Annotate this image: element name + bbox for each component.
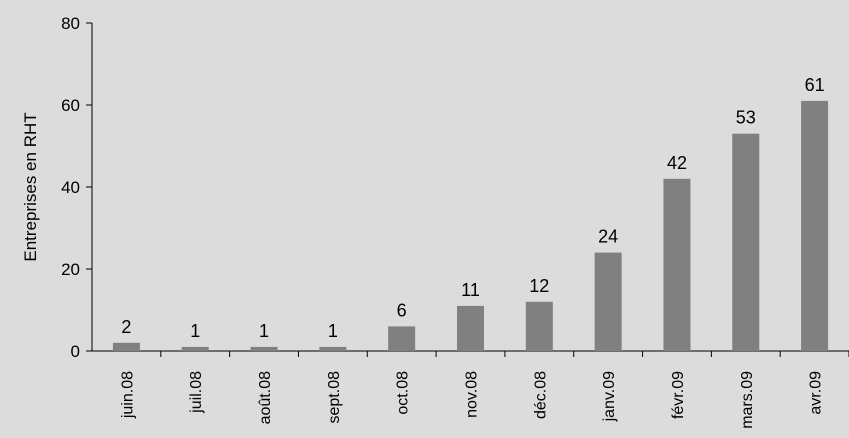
y-tick-label: 80 bbox=[61, 14, 80, 33]
x-tick-label: sept.08 bbox=[326, 371, 343, 424]
x-tick-label: août.08 bbox=[257, 371, 274, 424]
bar bbox=[663, 178, 691, 351]
x-tick-label: oct.08 bbox=[395, 371, 412, 415]
y-tick-label: 20 bbox=[61, 260, 80, 279]
data-label: 1 bbox=[259, 321, 269, 341]
x-tick-label: déc.08 bbox=[532, 371, 549, 419]
x-axis-labels: juin.08 juil.08 août.08 sept.08 oct.08 nov.08… bbox=[119, 371, 824, 429]
data-label: 61 bbox=[805, 75, 825, 95]
x-axis-ticks bbox=[160, 351, 849, 357]
data-label: 24 bbox=[598, 227, 618, 247]
bar bbox=[181, 346, 209, 351]
y-axis-ticks: 0 20 40 60 80 bbox=[61, 14, 92, 361]
y-tick-label: 60 bbox=[61, 96, 80, 115]
x-tick-label: févr.09 bbox=[670, 371, 687, 419]
bar bbox=[457, 305, 484, 351]
x-tick-label: janv.09 bbox=[601, 371, 618, 423]
x-tick-label: juin.08 bbox=[119, 371, 136, 419]
bar bbox=[594, 252, 622, 351]
data-label: 2 bbox=[121, 317, 131, 337]
y-axis: 0 20 40 60 80 Entreprises en RHT bbox=[21, 14, 93, 361]
data-label: 12 bbox=[529, 276, 549, 296]
data-label: 11 bbox=[461, 280, 480, 300]
bar bbox=[732, 133, 760, 351]
data-label: 1 bbox=[328, 321, 338, 341]
data-label: 1 bbox=[190, 321, 200, 341]
y-axis-title: Entreprises en RHT bbox=[21, 112, 40, 261]
bar bbox=[388, 326, 416, 351]
bar bbox=[801, 100, 829, 352]
x-tick-label: avr.09 bbox=[808, 371, 825, 415]
bar bbox=[250, 346, 278, 351]
bar bbox=[525, 301, 553, 351]
bar bbox=[112, 342, 140, 351]
x-tick-label: juil.08 bbox=[188, 371, 205, 414]
x-tick-label: nov.08 bbox=[464, 371, 481, 418]
data-label: 42 bbox=[667, 153, 687, 173]
data-label: 6 bbox=[397, 300, 407, 320]
x-axis: juin.08 juil.08 août.08 sept.08 oct.08 nov.08… bbox=[92, 350, 849, 429]
y-tick-label: 40 bbox=[61, 178, 80, 197]
bar bbox=[319, 346, 347, 351]
bars bbox=[112, 100, 829, 352]
x-tick-label: mars.09 bbox=[739, 371, 756, 429]
data-label: 53 bbox=[736, 108, 756, 128]
y-tick-label: 0 bbox=[71, 342, 80, 361]
